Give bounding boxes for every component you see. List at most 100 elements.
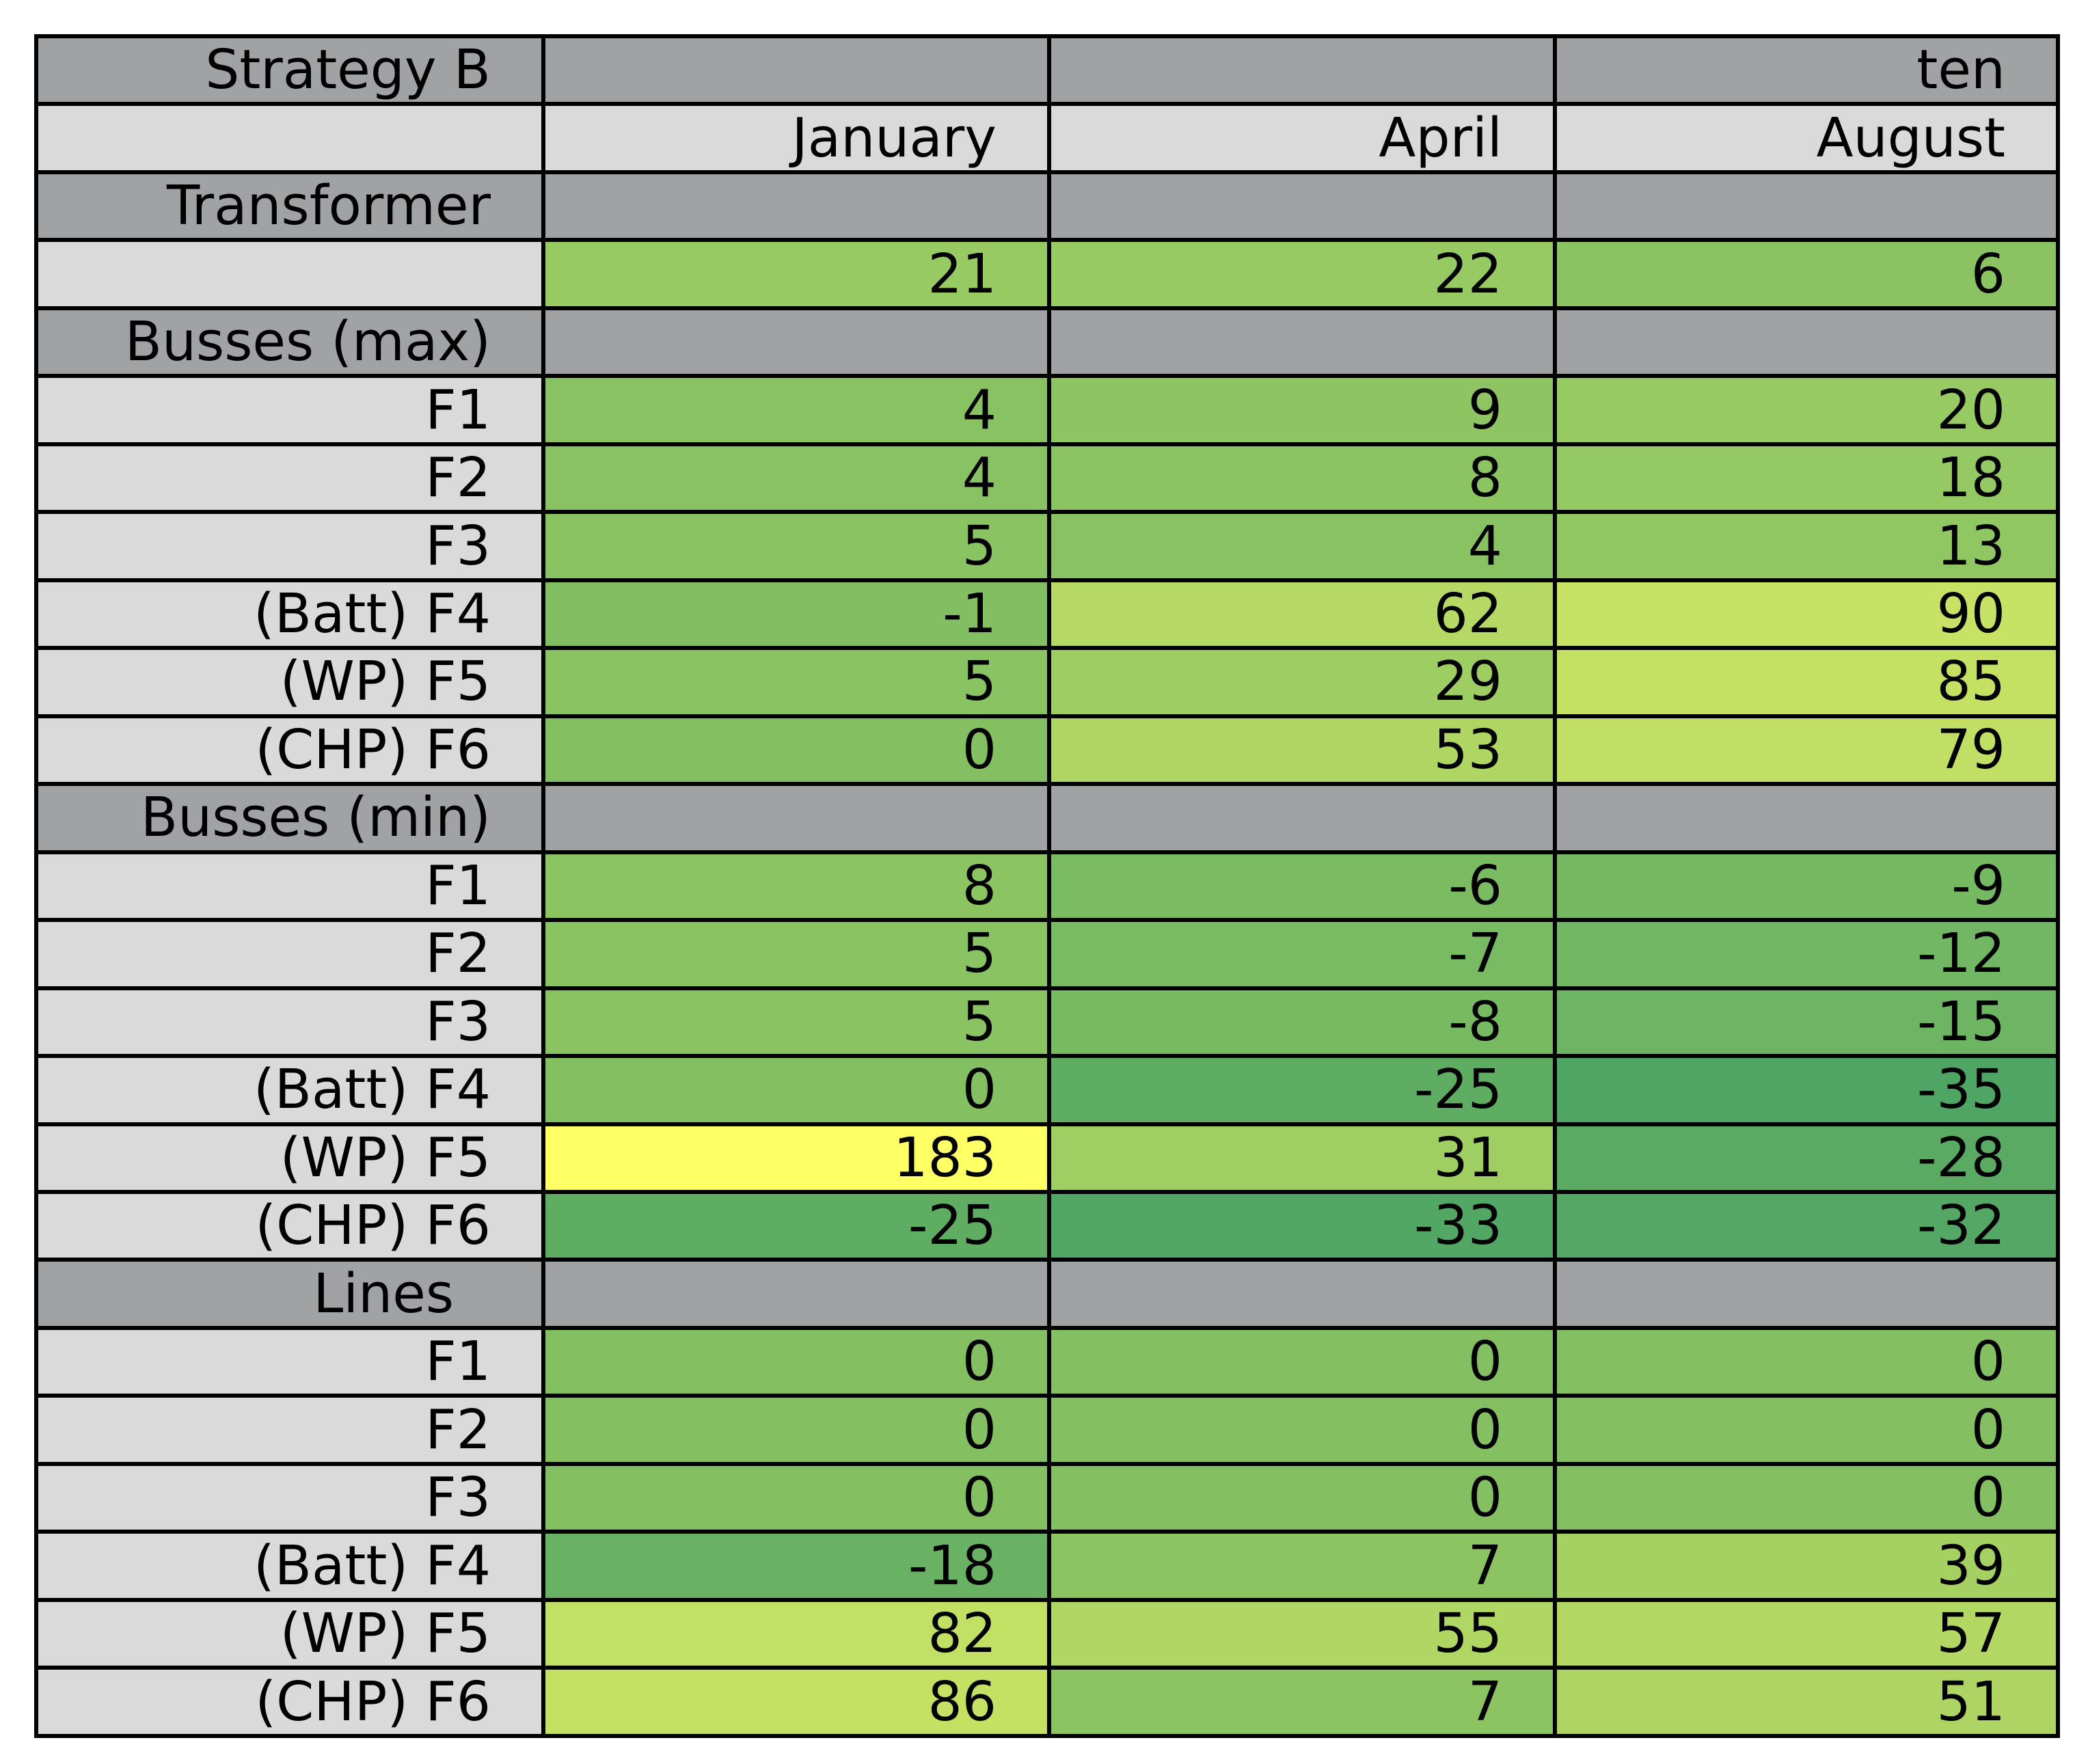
row-label: (CHP) F6 (34, 714, 545, 787)
row-label: F2 (34, 1394, 545, 1466)
header-row-2: January April August (34, 102, 2060, 174)
heatmap-cell: 62 (1047, 578, 1557, 651)
heatmap-cell: 7 (1047, 1666, 1557, 1738)
strategy-table: Strategy B ten January April August Tran… (34, 33, 2060, 1738)
row-label: (CHP) F6 (34, 1189, 545, 1262)
heatmap-cell: -9 (1553, 850, 2060, 923)
heatmap-cell: -35 (1553, 1054, 2060, 1126)
row-label: F1 (34, 850, 545, 923)
heatmap-cell: 0 (541, 714, 1051, 787)
heatmap-cell: 55 (1047, 1597, 1557, 1670)
heatmap-cell: -1 (541, 578, 1051, 651)
heatmap-cell: 4 (541, 374, 1051, 446)
section-blank-cell (1047, 782, 1557, 854)
heatmap-cell: 5 (541, 918, 1051, 990)
heatmap-cell: 8 (541, 850, 1051, 923)
heatmap-cell: 21 (541, 238, 1051, 310)
heatmap-cell: 9 (1047, 374, 1557, 446)
section-blank-cell (1047, 306, 1557, 379)
section-row: Transformer (34, 169, 2060, 243)
row-label: (WP) F5 (34, 1597, 545, 1670)
row-label: F2 (34, 918, 545, 990)
heatmap-cell: 51 (1553, 1666, 2060, 1738)
table-row: F3 5 4 13 (34, 510, 2060, 582)
row-label: (Batt) F4 (34, 1530, 545, 1602)
heatmap-cell: 85 (1553, 646, 2060, 718)
heatmap-cell: 57 (1553, 1597, 2060, 1670)
table-row: F1 4 9 20 (34, 374, 2060, 446)
heatmap-cell: -12 (1553, 918, 2060, 990)
heatmap-cell: 4 (1047, 510, 1557, 582)
heatmap-cell: 39 (1553, 1530, 2060, 1602)
heatmap-cell: 20 (1553, 374, 2060, 446)
heatmap-cell: 79 (1553, 714, 2060, 787)
section-row: Lines (34, 1258, 2060, 1330)
row-label: (Batt) F4 (34, 1054, 545, 1126)
row-label (34, 238, 545, 310)
header-cell (1047, 33, 1557, 107)
row-label: (WP) F5 (34, 646, 545, 718)
heatmap-cell: -25 (1047, 1054, 1557, 1126)
heatmap-cell: 0 (1553, 1461, 2060, 1534)
section-blank-cell (541, 169, 1051, 243)
row-label: F3 (34, 986, 545, 1059)
table-row: (CHP) F6 0 53 79 (34, 714, 2060, 787)
heatmap-cell: 5 (541, 510, 1051, 582)
heatmap-table-container: Strategy B ten January April August Tran… (34, 33, 2060, 1738)
heatmap-cell: 0 (1553, 1325, 2060, 1398)
section-row: Busses (max) (34, 306, 2060, 379)
heatmap-cell: -15 (1553, 986, 2060, 1059)
header-row-1: Strategy B ten (34, 33, 2060, 107)
heatmap-cell: -18 (541, 1530, 1051, 1602)
heatmap-cell: 0 (541, 1461, 1051, 1534)
row-label: F3 (34, 510, 545, 582)
section-row: Busses (min) (34, 782, 2060, 854)
heatmap-cell: 53 (1047, 714, 1557, 787)
section-title: Transformer (34, 169, 545, 243)
row-label: (WP) F5 (34, 1122, 545, 1194)
heatmap-cell: -33 (1047, 1189, 1557, 1262)
section-blank-cell (1553, 782, 2060, 854)
heatmap-cell: -6 (1047, 850, 1557, 923)
section-title: Lines (34, 1258, 545, 1330)
section-title: Busses (max) (34, 306, 545, 379)
table-row: (CHP) F6 86 7 51 (34, 1666, 2060, 1738)
heatmap-cell: 0 (541, 1054, 1051, 1126)
heatmap-cell: 7 (1047, 1530, 1557, 1602)
corner-label: Strategy B (34, 33, 545, 107)
heatmap-cell: 0 (541, 1394, 1051, 1466)
month-header: January (541, 102, 1051, 174)
table-row: (Batt) F4 0 -25 -35 (34, 1054, 2060, 1126)
row-label: F1 (34, 374, 545, 446)
table-row: F2 0 0 0 (34, 1394, 2060, 1466)
row-label: F1 (34, 1325, 545, 1398)
heatmap-cell: 8 (1047, 442, 1557, 515)
section-blank-cell (1553, 306, 2060, 379)
heatmap-cell: 18 (1553, 442, 2060, 515)
section-blank-cell (1047, 169, 1557, 243)
heatmap-cell: 0 (1047, 1394, 1557, 1466)
heatmap-cell: 86 (541, 1666, 1051, 1738)
heatmap-cell: -8 (1047, 986, 1557, 1059)
heatmap-cell: 22 (1047, 238, 1557, 310)
heatmap-cell: 5 (541, 986, 1051, 1059)
heatmap-cell: -25 (541, 1189, 1051, 1262)
heatmap-cell: 82 (541, 1597, 1051, 1670)
table-row: F2 5 -7 -12 (34, 918, 2060, 990)
table-row: F2 4 8 18 (34, 442, 2060, 515)
heatmap-cell: 0 (1553, 1394, 2060, 1466)
section-blank-cell (1553, 1258, 2060, 1330)
section-blank-cell (1553, 169, 2060, 243)
heatmap-cell: 6 (1553, 238, 2060, 310)
table-row: (Batt) F4 -18 7 39 (34, 1530, 2060, 1602)
table-row: 21 22 6 (34, 238, 2060, 310)
heatmap-cell: 0 (541, 1325, 1051, 1398)
table-row: F1 0 0 0 (34, 1325, 2060, 1398)
table-row: (WP) F5 183 31 -28 (34, 1122, 2060, 1194)
heatmap-cell: -32 (1553, 1189, 2060, 1262)
heatmap-cell: 5 (541, 646, 1051, 718)
heatmap-cell: 0 (1047, 1325, 1557, 1398)
month-header: August (1553, 102, 2060, 174)
header-cell: ten (1553, 33, 2060, 107)
heatmap-cell: 90 (1553, 578, 2060, 651)
